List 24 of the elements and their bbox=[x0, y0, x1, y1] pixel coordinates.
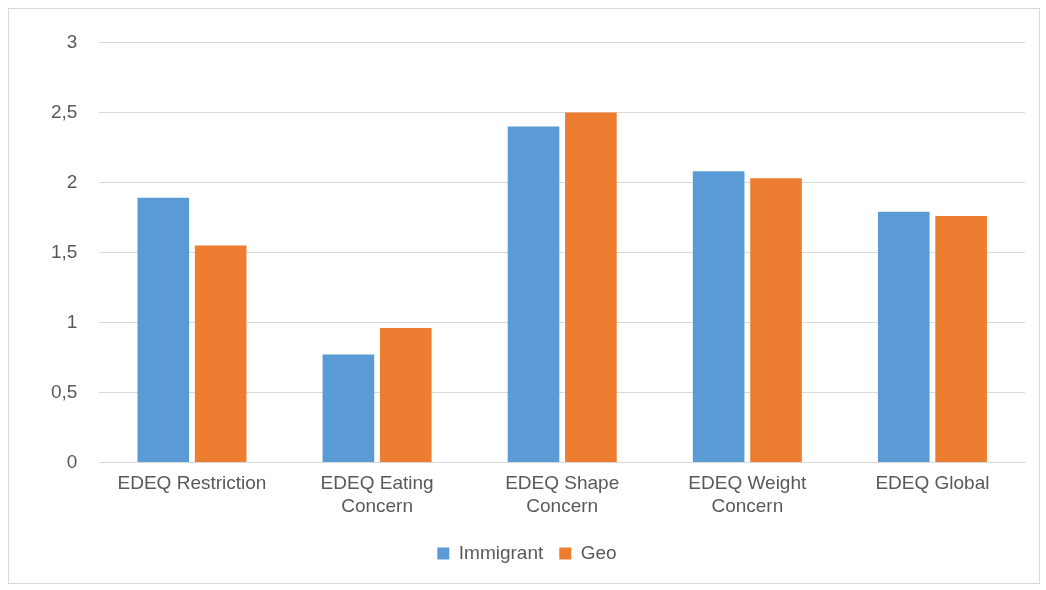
x-tick-label: EDEQ Restriction bbox=[117, 472, 267, 494]
y-tick-label: 1 bbox=[66, 310, 78, 332]
bar bbox=[692, 171, 745, 462]
y-tick-label: 3 bbox=[66, 30, 78, 52]
legend-label: Immigrant bbox=[458, 541, 544, 563]
x-tick-label: EDEQ Eating Concern bbox=[320, 472, 434, 516]
bar bbox=[137, 197, 190, 462]
y-tick-label: 0 bbox=[66, 450, 78, 472]
x-tick-label: EDEQ Shape Concern bbox=[505, 472, 620, 516]
legend-label: Geo bbox=[580, 541, 617, 563]
y-tick-label: 0,5 bbox=[50, 380, 78, 402]
bar bbox=[507, 126, 560, 462]
bar bbox=[935, 216, 987, 462]
x-tick-label: EDEQ Global bbox=[875, 472, 990, 494]
y-tick-label: 2,5 bbox=[50, 100, 78, 122]
y-tick-label: 1,5 bbox=[50, 240, 78, 262]
bar bbox=[877, 211, 930, 462]
bar bbox=[565, 112, 617, 462]
y-tick-label: 2 bbox=[66, 170, 78, 192]
bar bbox=[322, 354, 375, 462]
bar bbox=[750, 178, 802, 462]
bar bbox=[194, 245, 247, 462]
bar bbox=[379, 328, 432, 462]
x-tick-label: EDEQ Weight Concern bbox=[688, 472, 807, 516]
